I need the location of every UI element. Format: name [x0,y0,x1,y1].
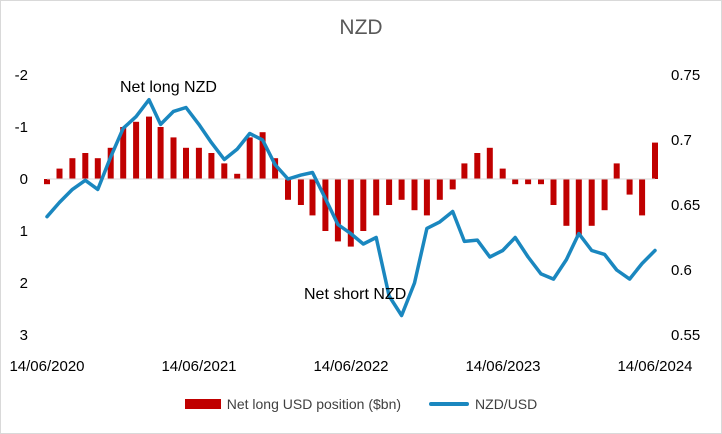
annotation-net-short: Net short NZD [304,286,406,303]
bar [563,179,570,226]
left-axis-tick: 0 [20,171,28,188]
right-axis-tick: 0.6 [671,262,692,279]
bar [322,179,329,231]
legend: Net long USD position ($bn) NZD/USD [0,396,722,412]
bar [423,179,430,216]
bar [44,179,50,185]
bar [146,116,152,179]
bar [538,179,544,185]
bar [272,158,279,179]
bar [234,173,241,179]
bar [575,179,582,237]
bar [474,153,481,179]
nzdusd-line [45,97,657,318]
bar [486,147,493,179]
bar [588,179,595,226]
bar [550,179,557,205]
bar [652,142,658,179]
bar [449,179,456,190]
bar [499,168,506,179]
bar [107,147,114,179]
bar [133,121,140,179]
bar [120,127,127,179]
bar [56,168,63,179]
bar [195,147,202,179]
bar [208,153,215,179]
x-axis-tick: 14/06/2023 [465,358,540,375]
bar [157,127,164,179]
legend-item-usd-position: Net long USD position ($bn) [184,396,402,412]
left-axis-tick: 3 [20,327,28,344]
bar [626,179,633,195]
bar [373,179,380,216]
right-axis-tick: 0.75 [671,67,700,84]
left-axis-tick: -1 [15,119,28,136]
bar [386,179,393,205]
x-axis-tick: 14/06/2024 [617,358,692,375]
bars-layer [44,116,658,247]
bar [69,158,76,179]
bar [309,179,316,216]
bar [601,179,608,211]
bar [94,158,101,179]
legend-label-usd-position: Net long USD position ($bn) [226,396,402,412]
x-axis-tick: 14/06/2021 [161,358,236,375]
bar [613,163,620,179]
left-axis-tick: -2 [15,67,28,84]
legend-item-nzdusd: NZD/USD [429,396,537,412]
legend-line-swatch [429,402,470,406]
bar [246,137,253,179]
bar [461,163,468,179]
bar [639,179,646,216]
bar [170,137,177,179]
bar [525,179,532,185]
bar [82,153,89,179]
x-axis-tick: 14/06/2020 [9,358,84,375]
bar [259,132,266,179]
right-axis-tick: 0.55 [671,327,700,344]
legend-bar-swatch [184,399,221,409]
bar [285,179,291,200]
bar [398,179,405,200]
ticks-layer: -2 -1 0 1 2 3 0.75 0.7 0.65 0.6 0.55 14/06/2020 14/0… [9,67,700,375]
annotation-net-long: Net long NZD [120,79,217,96]
left-axis-tick: 2 [20,275,28,292]
bar [183,147,189,179]
bar [512,179,519,185]
bar [411,179,418,211]
legend-label-nzdusd: NZD/USD [475,396,538,412]
chart-title: NZD [339,16,383,39]
bar [297,179,304,205]
left-axis-tick: 1 [20,223,28,240]
bar [360,179,367,231]
bar [436,179,443,200]
right-axis-tick: 0.65 [671,197,700,214]
bar [347,179,354,247]
right-axis-tick: 0.7 [671,132,692,149]
bar [334,179,341,242]
x-axis-tick: 14/06/2022 [313,358,388,375]
line-layer [45,97,657,318]
bar [221,163,228,179]
